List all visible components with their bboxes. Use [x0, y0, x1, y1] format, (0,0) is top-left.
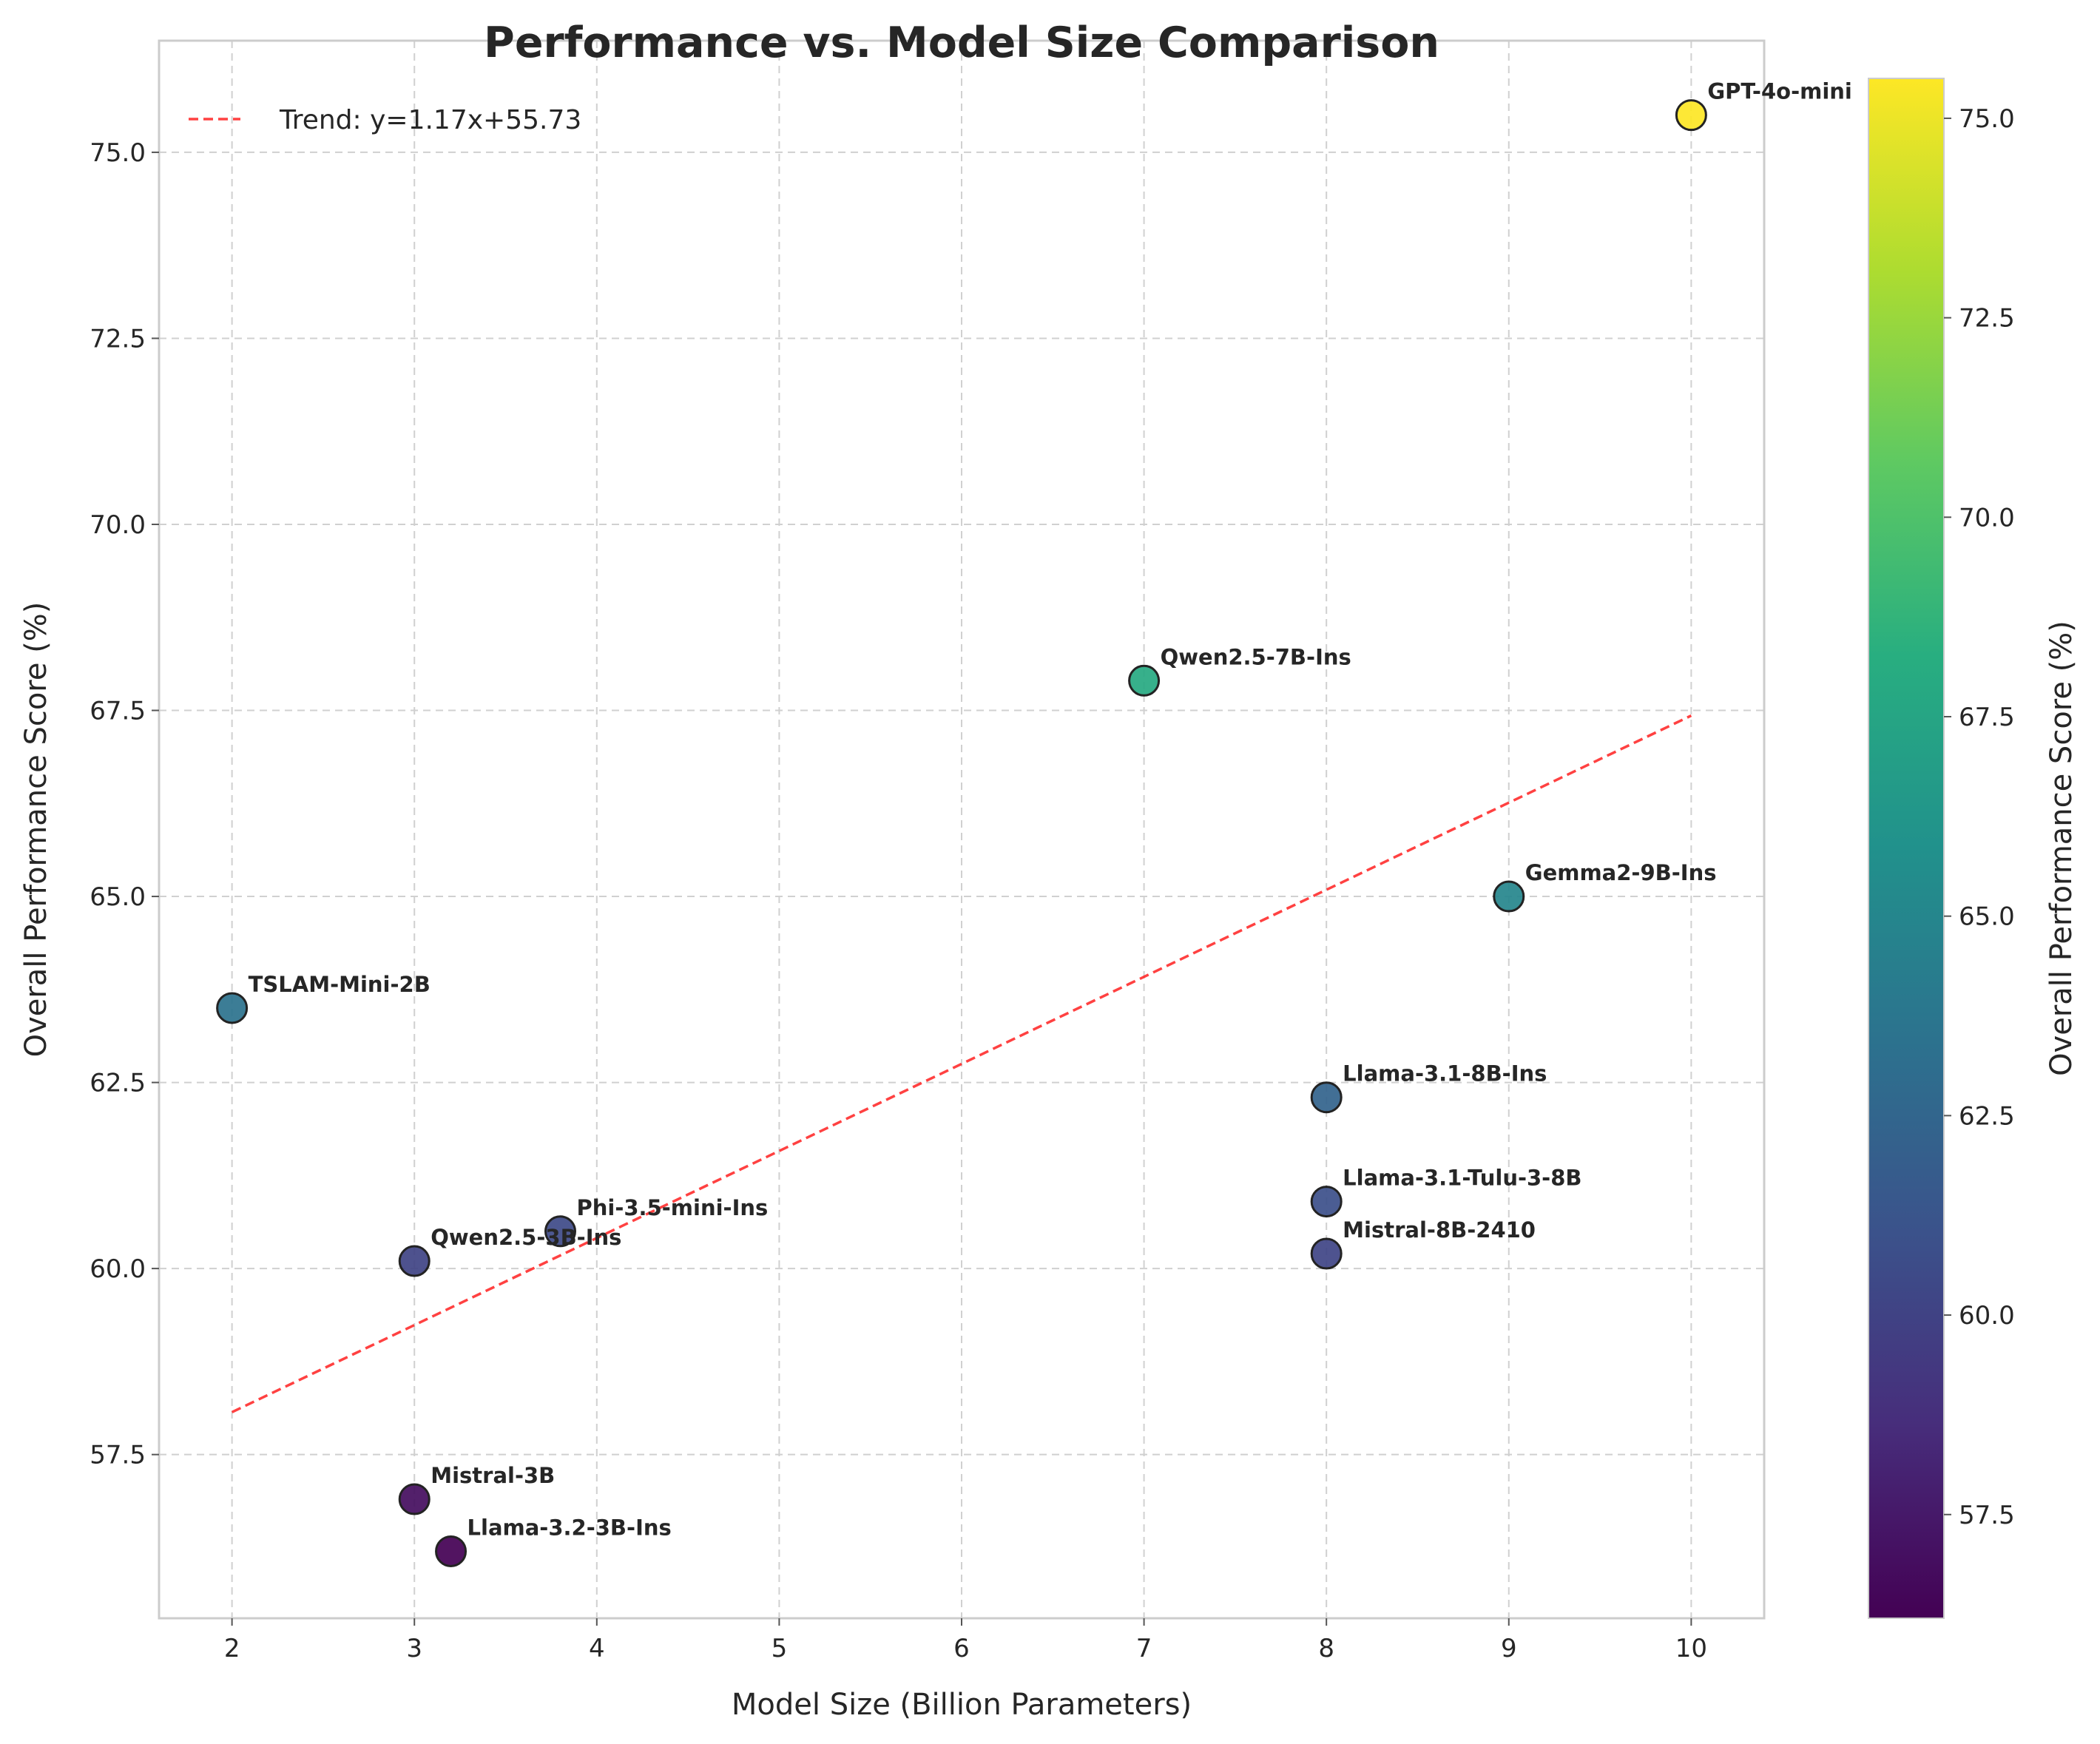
colorbar	[1868, 78, 1945, 1619]
point-label: Llama-3.1-8B-Ins	[1343, 1061, 1547, 1086]
x-axis-title: Model Size (Billion Parameters)	[732, 1688, 1192, 1722]
legend: Trend: y=1.17x+55.73	[189, 105, 581, 135]
x-tick-label: 9	[1501, 1634, 1517, 1663]
colorbar-tick-label: 72.5	[1959, 304, 2015, 334]
colorbar-tick-label: 65.0	[1959, 902, 2015, 932]
data-point	[1675, 99, 1707, 132]
x-tick-label: 8	[1318, 1634, 1334, 1663]
y-tick-label: 62.5	[90, 1069, 146, 1098]
y-tick-label: 72.5	[90, 324, 146, 354]
x-tick-label: 3	[406, 1634, 422, 1663]
data-point	[216, 992, 249, 1024]
x-tick-label: 4	[589, 1634, 605, 1663]
data-points	[216, 99, 1707, 1567]
point-label: Qwen2.5-3B-Ins	[431, 1225, 621, 1250]
chart-title: Performance vs. Model Size Comparison	[484, 18, 1439, 67]
x-tick-label: 10	[1675, 1634, 1707, 1663]
data-point	[1310, 1081, 1343, 1114]
y-tick-label: 67.5	[90, 697, 146, 726]
y-tick-label: 70.0	[90, 510, 146, 540]
y-tick-label: 60.0	[90, 1254, 146, 1284]
data-point	[1310, 1186, 1343, 1218]
colorbar-title: Overall Performance Score (%)	[2045, 621, 2079, 1076]
colorbar-tick-label: 57.5	[1959, 1501, 2015, 1530]
point-label: Phi-3.5-mini-Ins	[577, 1195, 769, 1220]
point-label: Mistral-8B-2410	[1343, 1217, 1536, 1243]
legend-trend-label: Trend: y=1.17x+55.73	[279, 105, 581, 135]
x-tick-label: 6	[953, 1634, 970, 1663]
data-point	[1128, 664, 1161, 697]
grid-lines	[159, 41, 1764, 1618]
x-tick-label: 5	[772, 1634, 788, 1663]
point-labels: TSLAM-Mini-2B Qwen2.5-3B-Ins Mistral-3B Lla…	[249, 79, 1852, 1541]
point-label: Llama-3.2-3B-Ins	[467, 1515, 672, 1540]
point-label: Qwen2.5-7B-Ins	[1161, 644, 1351, 669]
plot-frame	[158, 39, 1766, 1620]
colorbar-tick-label: 67.5	[1959, 703, 2015, 732]
y-axis-ticks: 57.5 60.0 62.5 65.0 67.5 70.0 72.5 75.0	[90, 138, 159, 1470]
colorbar-tick-label: 75.0	[1959, 104, 2015, 134]
data-point	[1310, 1237, 1343, 1270]
y-tick-label: 75.0	[90, 138, 146, 168]
data-point	[435, 1535, 467, 1567]
point-label: TSLAM-Mini-2B	[249, 972, 431, 997]
point-label: GPT-4o-mini	[1707, 79, 1852, 104]
data-point	[398, 1483, 431, 1515]
colorbar-tick-label: 62.5	[1959, 1101, 2015, 1131]
data-point	[544, 1215, 576, 1248]
x-tick-label: 2	[224, 1634, 240, 1663]
point-label: Gemma2-9B-Ins	[1525, 860, 1717, 885]
x-axis-ticks: 2 3 4 5 6 7 8 9 10	[224, 1618, 1707, 1663]
trend-line	[231, 714, 1692, 1413]
y-tick-label: 57.5	[90, 1441, 146, 1470]
y-tick-label: 65.0	[90, 882, 146, 912]
data-point	[1493, 880, 1525, 913]
point-label: Mistral-3B	[431, 1463, 555, 1488]
colorbar-tick-label: 60.0	[1959, 1301, 2015, 1331]
colorbar-tick-label: 70.0	[1959, 503, 2015, 533]
x-tick-label: 7	[1136, 1634, 1152, 1663]
point-label: Llama-3.1-Tulu-3-8B	[1343, 1166, 1581, 1191]
colorbar-ticks: 57.5 60.0 62.5 65.0 67.5 70.0 72.5 75.0	[1944, 104, 2015, 1530]
data-point	[398, 1245, 431, 1277]
y-axis-title: Overall Performance Score (%)	[19, 602, 53, 1058]
